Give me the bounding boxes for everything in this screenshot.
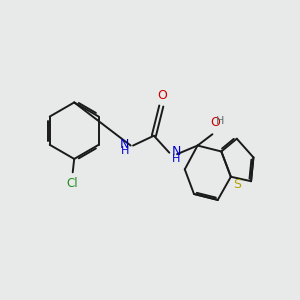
Text: O: O <box>210 116 220 129</box>
Text: N: N <box>120 138 129 151</box>
Text: H: H <box>121 146 129 156</box>
Text: H: H <box>216 116 225 126</box>
Text: O: O <box>157 89 167 102</box>
Text: H: H <box>172 154 180 164</box>
Text: N: N <box>172 145 181 158</box>
Text: S: S <box>233 178 241 191</box>
Text: Cl: Cl <box>66 177 78 190</box>
